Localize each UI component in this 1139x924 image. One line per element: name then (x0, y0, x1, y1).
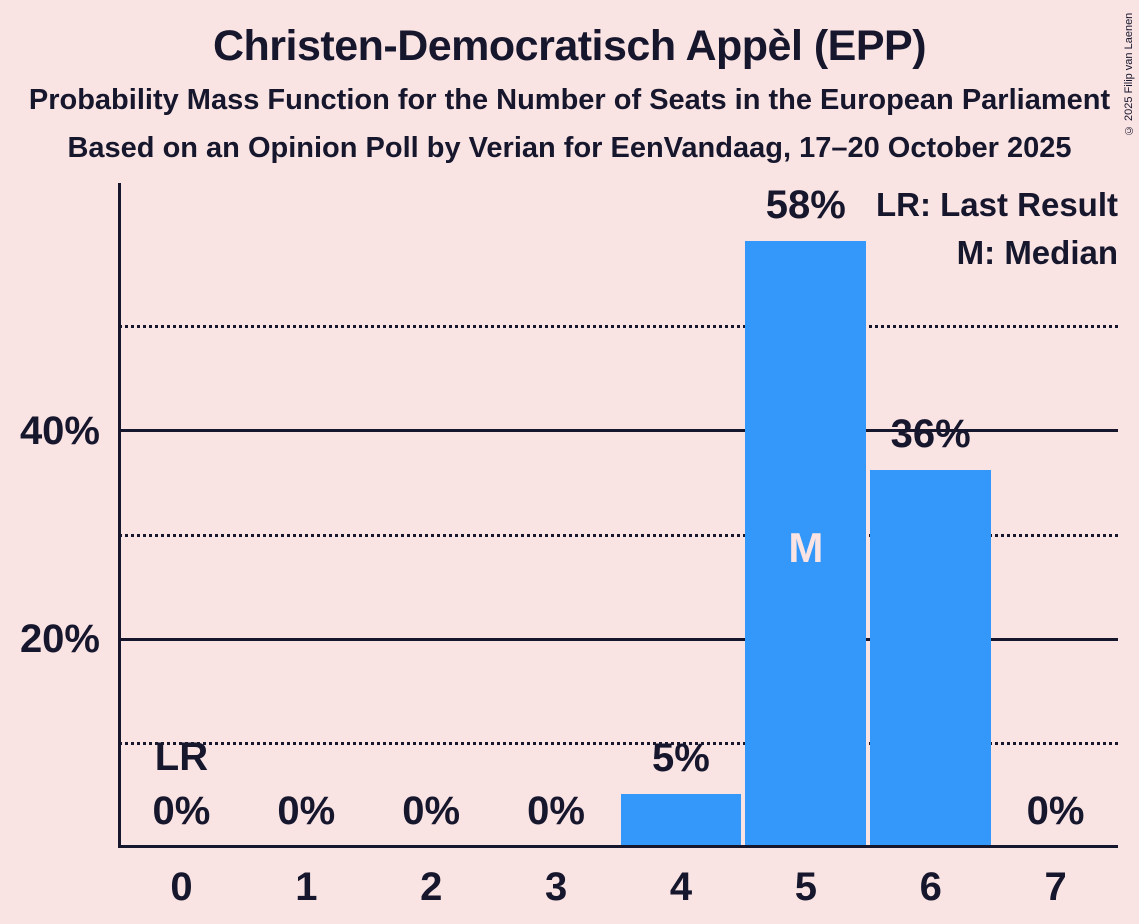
x-axis-line (119, 845, 1118, 848)
bar-label-1: 0% (277, 789, 336, 833)
bar-label-0: 0% (152, 789, 211, 833)
x-tick-2: 2 (420, 865, 443, 909)
x-tick-0: 0 (170, 865, 193, 909)
bar-label-2: 0% (402, 789, 461, 833)
y-axis-line (118, 183, 121, 848)
legend: LR: Last Result M: Median (876, 181, 1118, 277)
subtitle-line2: Based on an Opinion Poll by Verian for E… (67, 132, 1072, 164)
bar-label-6: 36% (890, 412, 971, 457)
legend-last-result: LR: Last Result (875, 186, 1118, 223)
last-result-marker: LR (154, 735, 209, 779)
y-tick-20: 20% (19, 617, 100, 662)
gridline-solid-20 (119, 637, 1118, 641)
y-tick-40: 40% (19, 408, 100, 453)
bar-seats-5 (745, 240, 866, 846)
bar-seats-6 (870, 470, 991, 846)
x-tick-5: 5 (794, 865, 817, 909)
bar-seats-4 (620, 793, 741, 846)
bar-label-5: 58% (765, 182, 846, 227)
legend-median: M: Median (956, 234, 1118, 271)
subtitle-line1: Probability Mass Function for the Number… (28, 84, 1111, 116)
median-marker: M (788, 524, 824, 571)
gridline-dotted-30 (119, 533, 1118, 537)
x-tick-3: 3 (544, 865, 568, 909)
gridline-dotted-50 (119, 324, 1118, 328)
x-tick-4: 4 (669, 865, 693, 909)
x-tick-1: 1 (295, 865, 318, 909)
page-title: Christen-Democratisch Appèl (EPP) (212, 22, 927, 70)
x-tick-6: 6 (919, 865, 942, 909)
bar-label-4: 5% (652, 735, 710, 780)
bar-label-3: 0% (527, 789, 585, 833)
x-tick-7: 7 (1044, 865, 1067, 909)
gridline-solid-40 (119, 429, 1118, 433)
copyright-text: © 2025 Filip van Laenen (1123, 12, 1135, 136)
gridline-dotted-10 (119, 742, 1118, 746)
plot-area: 0% 0% 0% 0% 5% 58% 36% 0% LR M (118, 182, 1118, 848)
bar-label-7: 0% (1026, 789, 1085, 833)
